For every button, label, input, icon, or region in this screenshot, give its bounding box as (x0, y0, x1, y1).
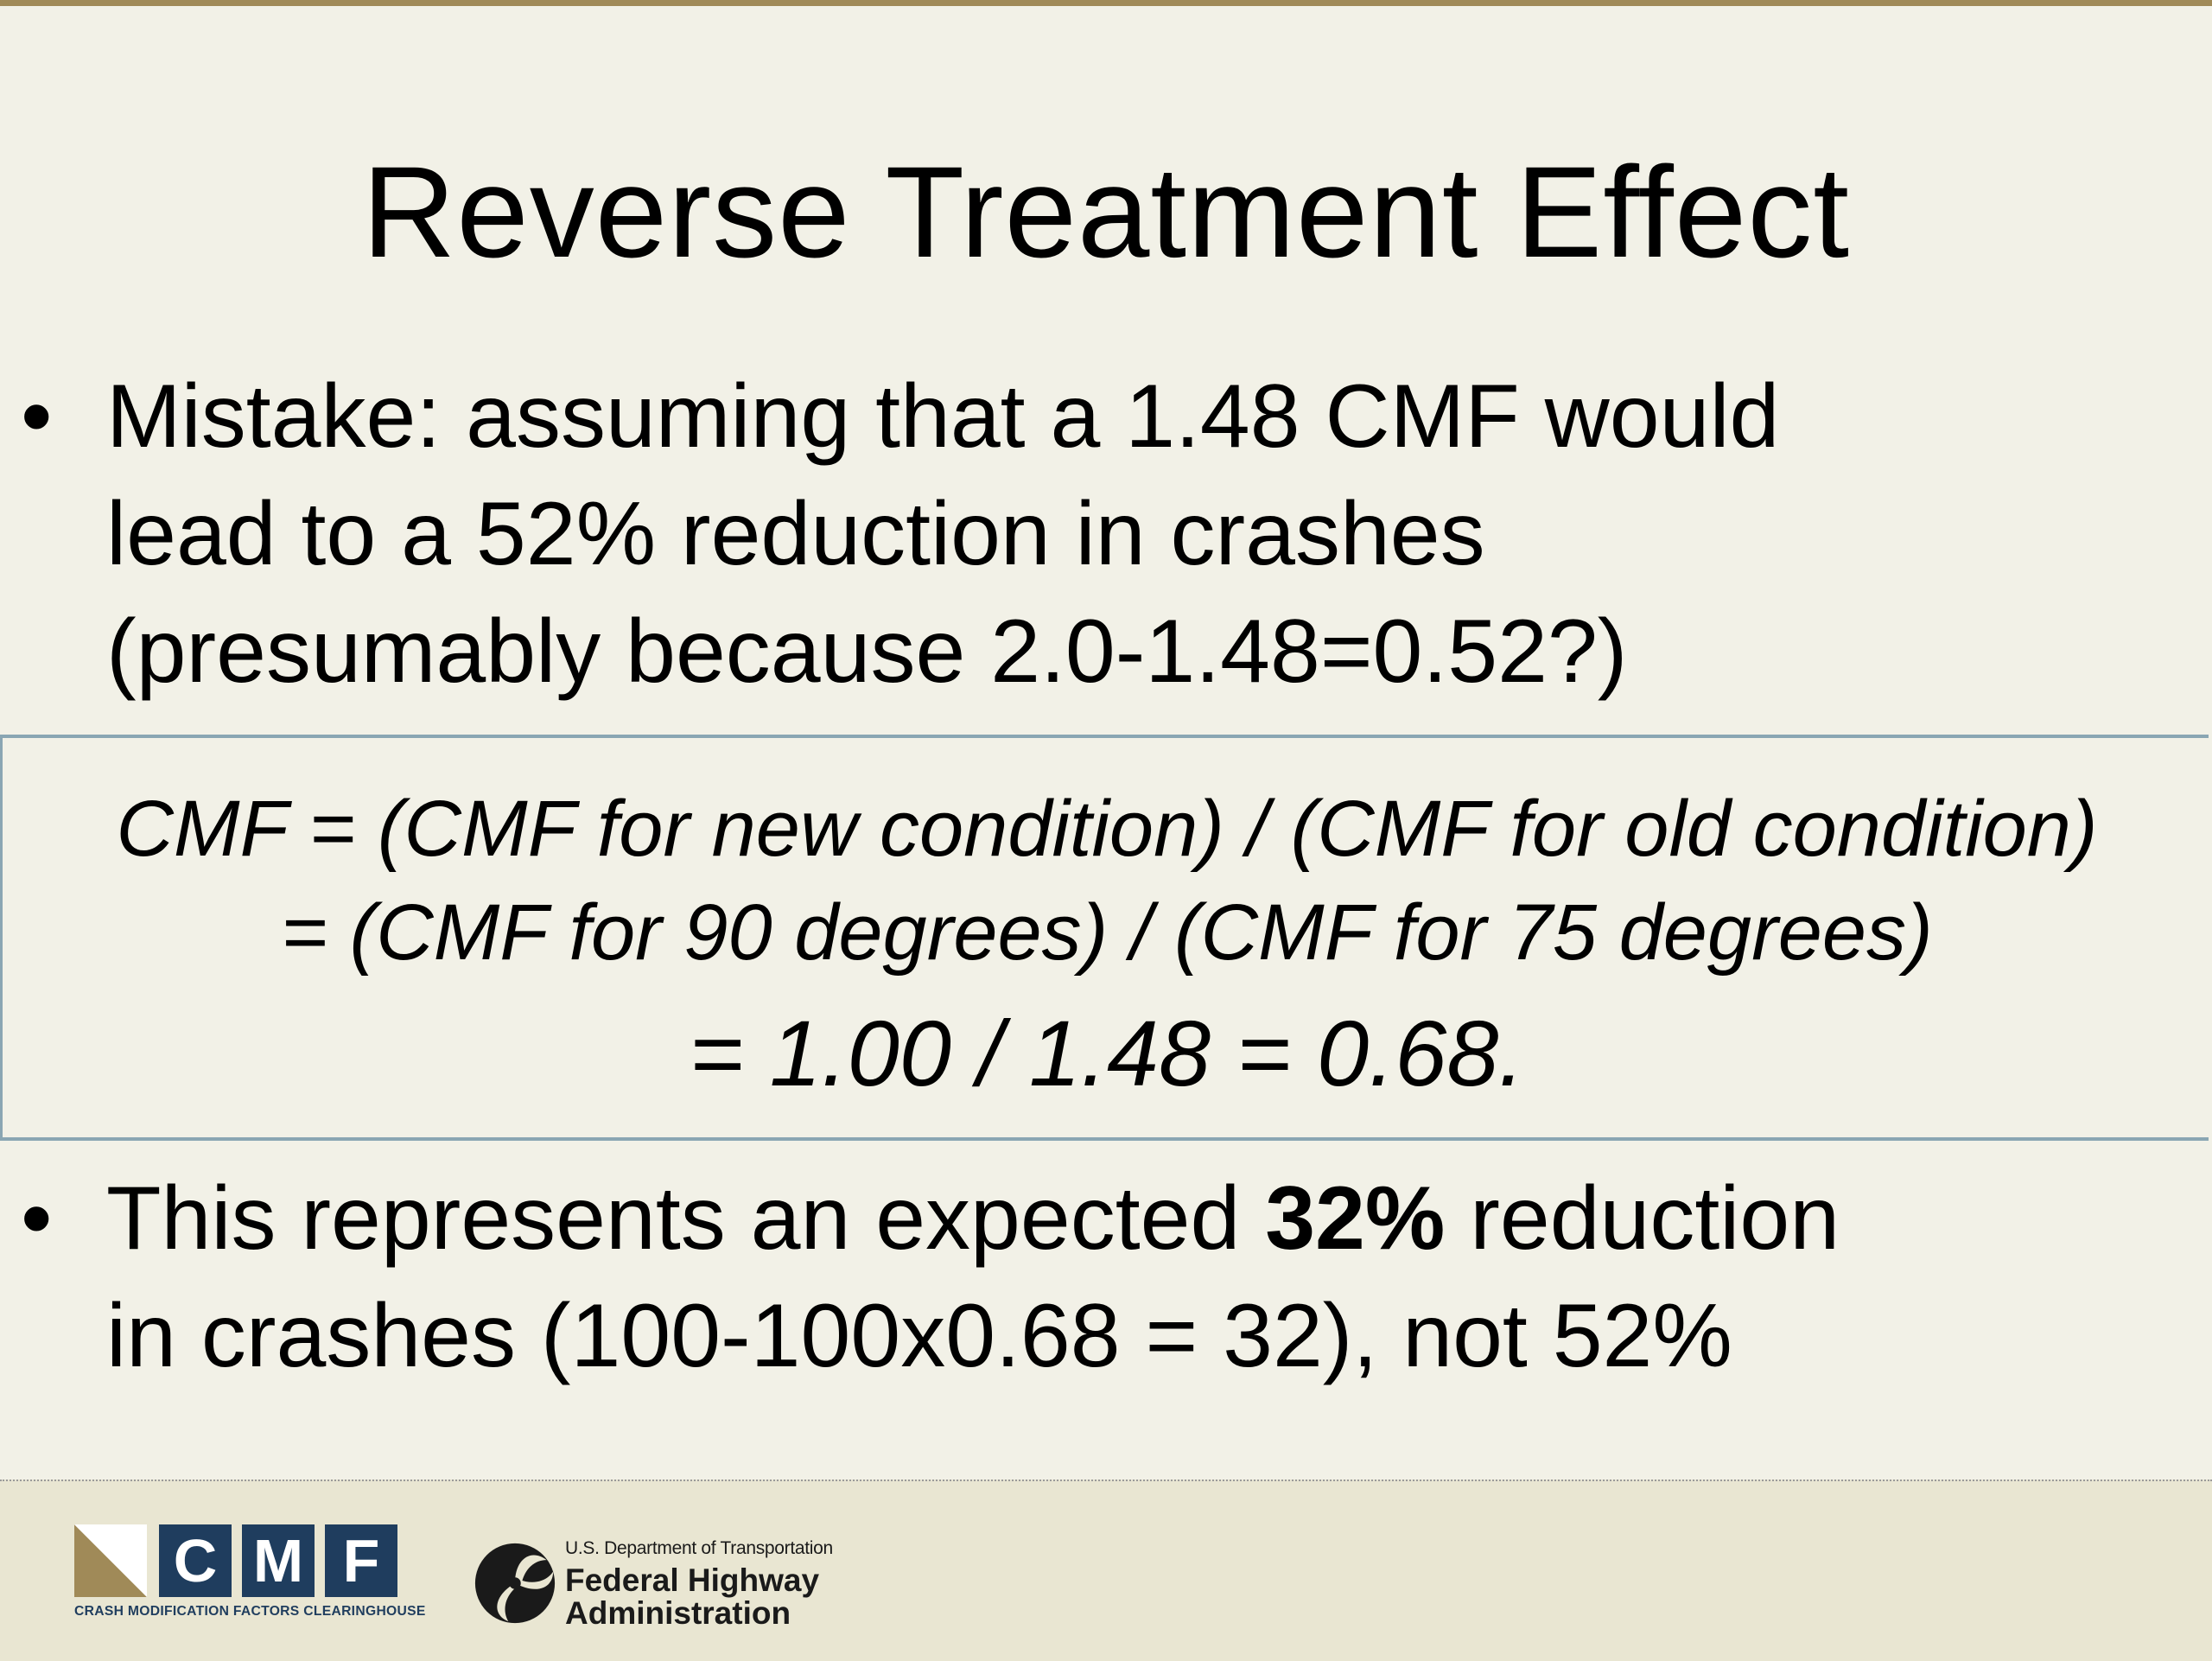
cmf-triangle-icon (74, 1524, 147, 1597)
bullet-dot: • (21, 366, 53, 467)
bullet-mistake-line-3: (presumably because 2.0-1.48=0.52?) (106, 601, 1628, 702)
fhwa-logo: U.S. Department of Transportation Federa… (474, 1533, 854, 1637)
fhwa-name-line-2: Administration (565, 1595, 791, 1631)
cmf-clearinghouse-logo: C M F CRASH MODIFICATION FACTORS CLEARIN… (74, 1524, 426, 1637)
slide-footer: C M F CRASH MODIFICATION FACTORS CLEARIN… (0, 1480, 2212, 1661)
cmf-letter-f: F (325, 1524, 397, 1597)
cmf-letter-c: C (159, 1524, 232, 1597)
formula-box: CMF = (CMF for new condition) / (CMF for… (0, 735, 2209, 1141)
formula-line-3: = 1.00 / 1.48 = 0.68. (689, 1001, 1525, 1105)
bullet-mistake-line-2: lead to a 52% reduction in crashes (106, 484, 1485, 584)
bullet-conclusion-line-1: This represents an expected 32% reductio… (106, 1160, 1840, 1277)
cmf-letter-m: M (242, 1524, 315, 1597)
bullet-conclusion-highlight: 32% (1265, 1168, 1446, 1269)
fhwa-name-line-1: Federal Highway (565, 1562, 820, 1598)
dot-triskelion-icon (474, 1543, 556, 1624)
bullet-dot: • (21, 1168, 53, 1269)
fhwa-department: U.S. Department of Transportation (565, 1538, 833, 1558)
bullet-conclusion-line-2: in crashes (100-100x0.68 = 32), not 52% (106, 1286, 1732, 1386)
bullet-conclusion-text-a: This represents an expected (106, 1168, 1266, 1269)
bullet-mistake-line-1: Mistake: assuming that a 1.48 CMF would (106, 366, 1780, 467)
formula-line-2: = (CMF for 90 degrees) / (CMF for 75 deg… (281, 888, 1933, 977)
bullet-conclusion-text-b: reduction (1445, 1168, 1840, 1269)
cmf-caption: CRASH MODIFICATION FACTORS CLEARINGHOUSE (74, 1604, 426, 1619)
top-accent-rule (0, 0, 2212, 6)
slide-title: Reverse Treatment Effect (362, 139, 1850, 284)
formula-line-1: CMF = (CMF for new condition) / (CMF for… (116, 785, 2098, 873)
